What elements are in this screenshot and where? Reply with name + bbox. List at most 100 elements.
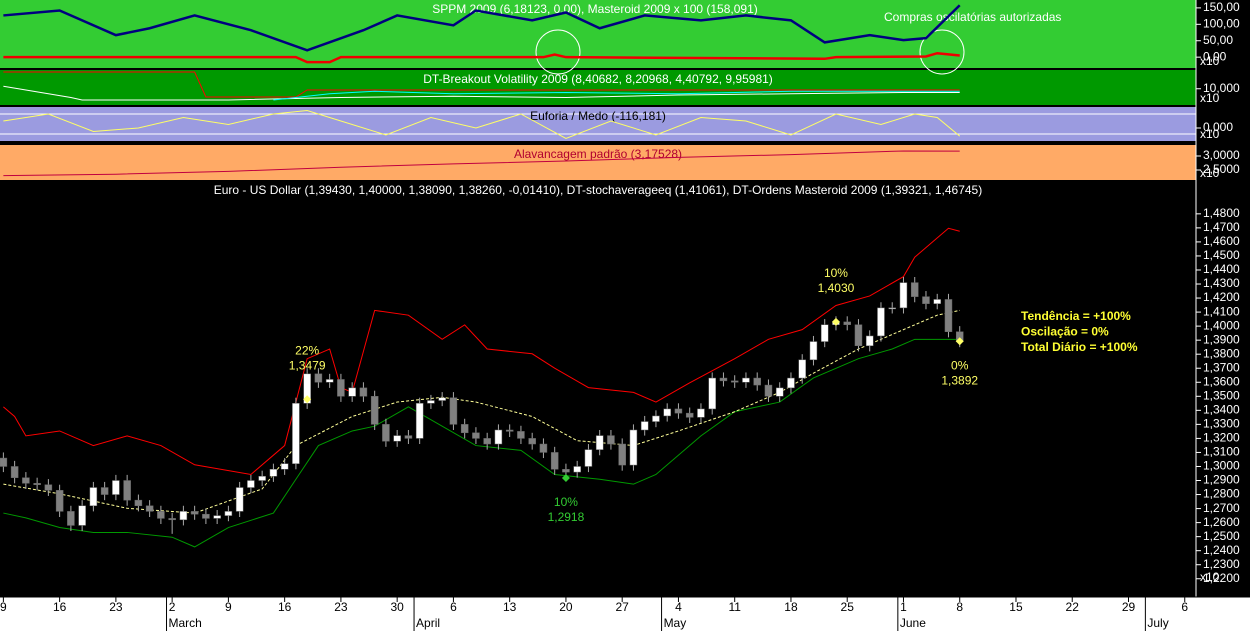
y-tick-label: 1,3200 xyxy=(1203,431,1240,445)
panel-title: Alavancagem padrão (3,17528) xyxy=(514,147,682,161)
candle-body xyxy=(44,484,53,491)
x-tick-label: 23 xyxy=(334,600,348,614)
summary-line: Oscilação = 0% xyxy=(1021,325,1109,339)
candle-body xyxy=(764,384,773,397)
line xyxy=(3,338,960,548)
y-tick-label: 1,4100 xyxy=(1203,304,1240,318)
candle-body xyxy=(550,452,559,470)
panel-title: Euforia / Medo (-116,181) xyxy=(530,109,666,123)
candle-body xyxy=(888,307,896,310)
candle-body xyxy=(877,307,885,337)
panel-breakout xyxy=(0,70,1196,105)
candle-body xyxy=(674,408,683,414)
candle-body xyxy=(55,490,64,512)
candle-body xyxy=(843,321,851,325)
y-tick-label: 1,3300 xyxy=(1203,417,1240,431)
x-tick-label: 2 xyxy=(169,600,176,614)
multiplier-label: x10 xyxy=(1200,54,1220,68)
y-tick-label: 50,00 xyxy=(1203,33,1233,47)
line xyxy=(3,109,961,140)
month-label: March xyxy=(169,616,202,630)
candle-body xyxy=(292,403,300,464)
y-tick-label: 1,2300 xyxy=(1203,557,1240,571)
candle-body xyxy=(438,397,446,401)
x-tick-label: 22 xyxy=(1066,600,1080,614)
candle-body xyxy=(820,324,829,342)
multiplier-label: x10 xyxy=(1200,166,1220,180)
candle-body xyxy=(573,466,581,473)
month-label: June xyxy=(900,616,926,630)
candle-body xyxy=(190,511,199,515)
candle-body xyxy=(112,480,120,495)
candle-body xyxy=(370,396,379,425)
signal-percent: 10% xyxy=(824,266,848,280)
signal-marker xyxy=(955,337,964,346)
y-tick-label: 1,3500 xyxy=(1203,388,1240,402)
y-tick-label: 1,4600 xyxy=(1203,234,1240,248)
candle-body xyxy=(89,487,98,507)
candle-body xyxy=(168,518,176,521)
signal-marker xyxy=(561,473,570,482)
candle-body xyxy=(753,377,761,386)
y-tick-label: 0,000 xyxy=(1203,120,1233,134)
candle-body xyxy=(337,379,345,397)
x-tick-label: 1 xyxy=(900,600,907,614)
summary-line: Tendência = +100% xyxy=(1021,309,1131,323)
candle-body xyxy=(280,463,289,470)
candle-body xyxy=(393,435,401,442)
signal-marker xyxy=(831,317,840,326)
candle-body xyxy=(145,505,154,512)
candle-body xyxy=(539,443,548,453)
candle-body xyxy=(697,408,705,418)
line xyxy=(3,227,960,476)
line xyxy=(3,150,960,177)
x-tick-label: 6 xyxy=(450,600,457,614)
signal-price: 1,3892 xyxy=(941,373,978,387)
candle-body xyxy=(505,429,514,432)
x-tick-label: 9 xyxy=(225,600,232,614)
highlight-circle xyxy=(919,29,965,75)
y-tick-label: 1,4000 xyxy=(1203,318,1240,332)
candle-body xyxy=(899,282,908,309)
panel-alavancagem xyxy=(0,145,1196,180)
candle-body xyxy=(78,505,86,526)
candle-body xyxy=(382,424,390,442)
multiplier-label: x10 xyxy=(1200,91,1220,105)
y-tick-label: 1,3000 xyxy=(1203,459,1240,473)
candle-body xyxy=(427,400,435,404)
y-tick-label: 1,3700 xyxy=(1203,360,1240,374)
candle-body xyxy=(775,387,784,397)
candle-body xyxy=(629,429,638,466)
candle-body xyxy=(202,513,210,519)
candle-body xyxy=(213,515,221,519)
candle-body xyxy=(359,387,368,397)
x-tick-label: 6 xyxy=(1181,600,1188,614)
y-tick-label: 150,00 xyxy=(1203,0,1240,14)
candle-body xyxy=(67,511,75,526)
x-tick-label: 16 xyxy=(53,600,67,614)
candle-body xyxy=(652,415,660,422)
panel-title: DT-Breakout Volatility 2009 (8,40682, 8,… xyxy=(423,72,773,86)
x-tick-label: 15 xyxy=(1009,600,1023,614)
candle-body xyxy=(910,282,919,297)
candle-body xyxy=(730,380,739,383)
candle-body xyxy=(663,408,671,417)
candle-body xyxy=(247,480,255,488)
signal-percent: 0% xyxy=(951,358,969,372)
candle-body xyxy=(798,359,806,379)
signal-price: 1,3479 xyxy=(289,358,326,372)
candle-body xyxy=(224,511,233,516)
month-label: July xyxy=(1147,616,1168,630)
candle-body xyxy=(719,377,728,382)
candle-body xyxy=(528,438,536,445)
candle-body xyxy=(742,377,750,383)
y-tick-label: 1,4200 xyxy=(1203,290,1240,304)
x-tick-label: 8 xyxy=(956,600,963,614)
candle-body xyxy=(944,299,953,332)
y-tick-label: 1,2500 xyxy=(1203,529,1240,543)
y-tick-label: 1,4800 xyxy=(1203,206,1240,220)
y-tick-label: 1,3100 xyxy=(1203,445,1240,459)
x-tick-label: 27 xyxy=(616,600,630,614)
signal-price: 1,2918 xyxy=(548,510,585,524)
